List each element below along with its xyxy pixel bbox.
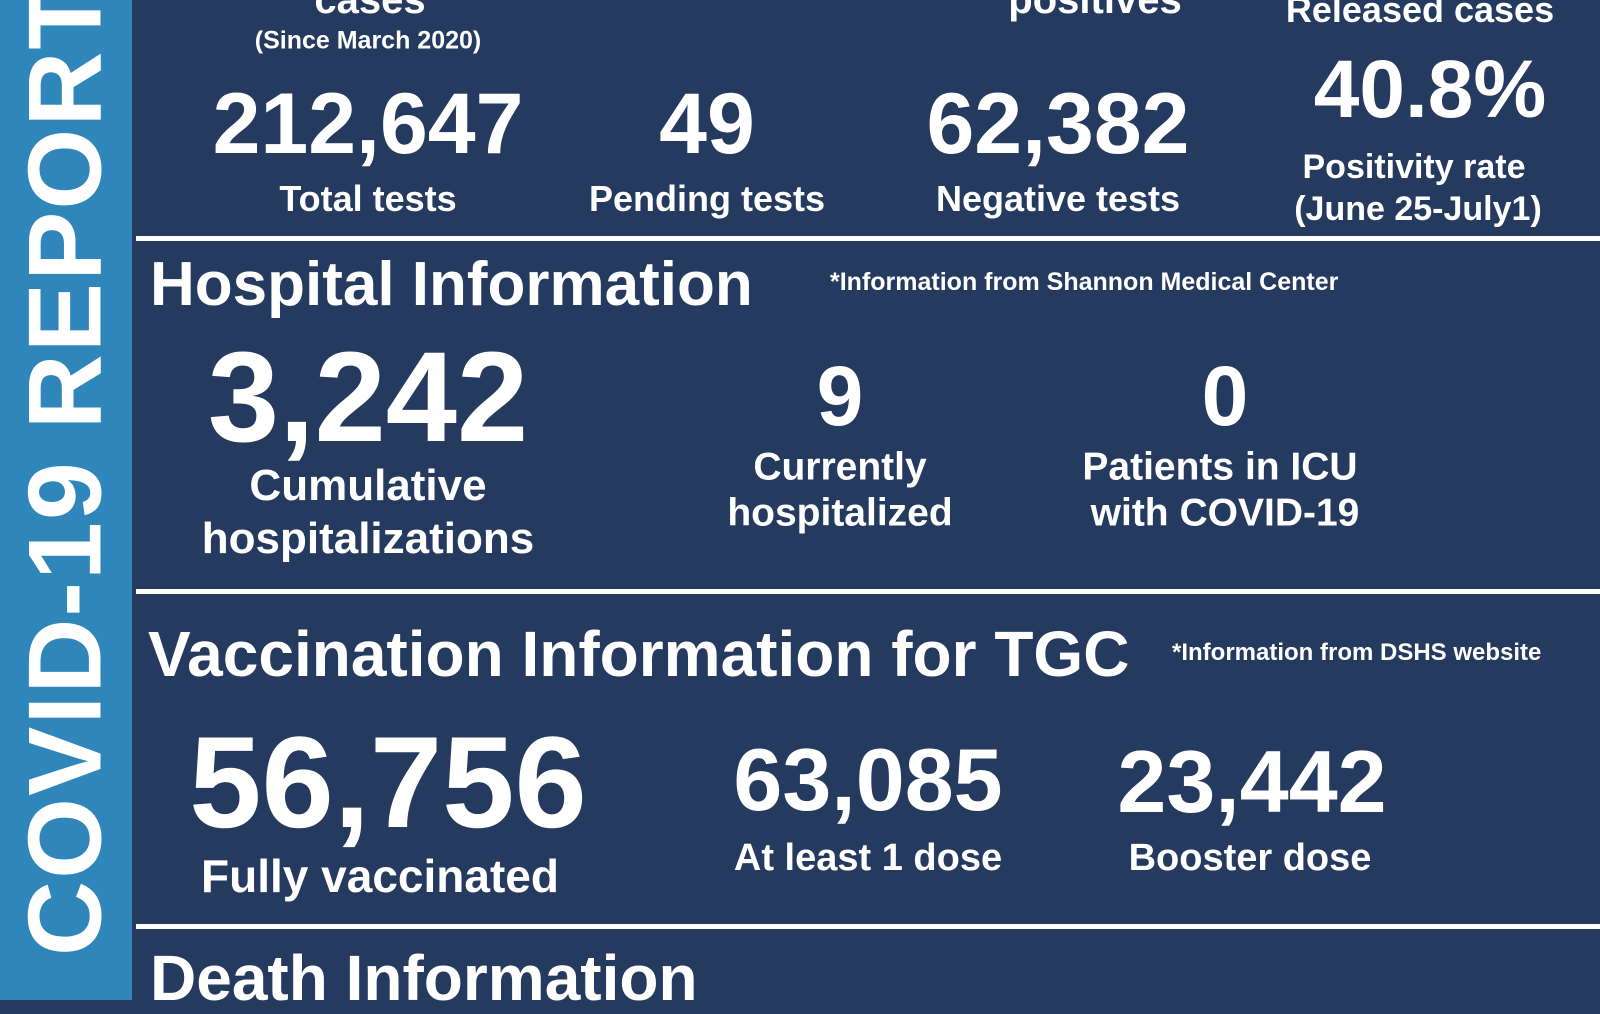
stat-value: 23,442: [1117, 732, 1387, 831]
side-label: COVID-19 REPORT: [7, 0, 124, 956]
stat-value: 56,756: [189, 709, 587, 855]
stat-label: Cumulative: [249, 461, 487, 510]
stat-value: 9: [816, 349, 864, 443]
header: cases: [314, 0, 426, 22]
stat-label: Booster dose: [1128, 837, 1372, 879]
stat-label: hospitalizations: [201, 514, 535, 563]
stat-value: 63,085: [733, 730, 1003, 829]
separator: [136, 236, 1600, 241]
stat-label: Patients in ICU: [1082, 445, 1358, 489]
header: positives: [1008, 0, 1182, 22]
since-note: (Since March 2020): [254, 26, 482, 55]
stat-value: 49: [659, 76, 755, 172]
stat-label: hospitalized: [727, 491, 953, 535]
header: Released cases: [1285, 0, 1555, 30]
stat-label: At least 1 dose: [733, 837, 1003, 879]
separator: [136, 589, 1600, 594]
section-note: *Information from Shannon Medical Center: [830, 268, 1339, 296]
side-bar: COVID-19 REPORT: [0, 0, 132, 1000]
stat-value: 0: [1201, 349, 1249, 443]
stat-label: Positivity rate: [1302, 148, 1526, 186]
stat-label: (June 25-July1): [1294, 190, 1542, 228]
stat-label: Total tests: [279, 178, 457, 219]
stat-value: 3,242: [207, 326, 529, 469]
section-title: Vaccination Information for TGC: [148, 618, 1130, 690]
stat-label: Pending tests: [588, 178, 826, 219]
stat-value: 40.8%: [1313, 44, 1547, 135]
section-note: *Information from DSHS website: [1172, 639, 1542, 666]
separator: [136, 924, 1600, 929]
section-title: Hospital Information: [150, 250, 753, 319]
stat-value: 62,382: [926, 76, 1190, 172]
stat-label: Negative tests: [935, 178, 1181, 219]
stat-label: Fully vaccinated: [201, 850, 559, 902]
section-title: Death Information: [150, 942, 698, 1014]
stat-value: 212,647: [212, 76, 524, 172]
stat-label: with COVID-19: [1090, 491, 1360, 535]
stat-label: Currently: [753, 445, 927, 489]
